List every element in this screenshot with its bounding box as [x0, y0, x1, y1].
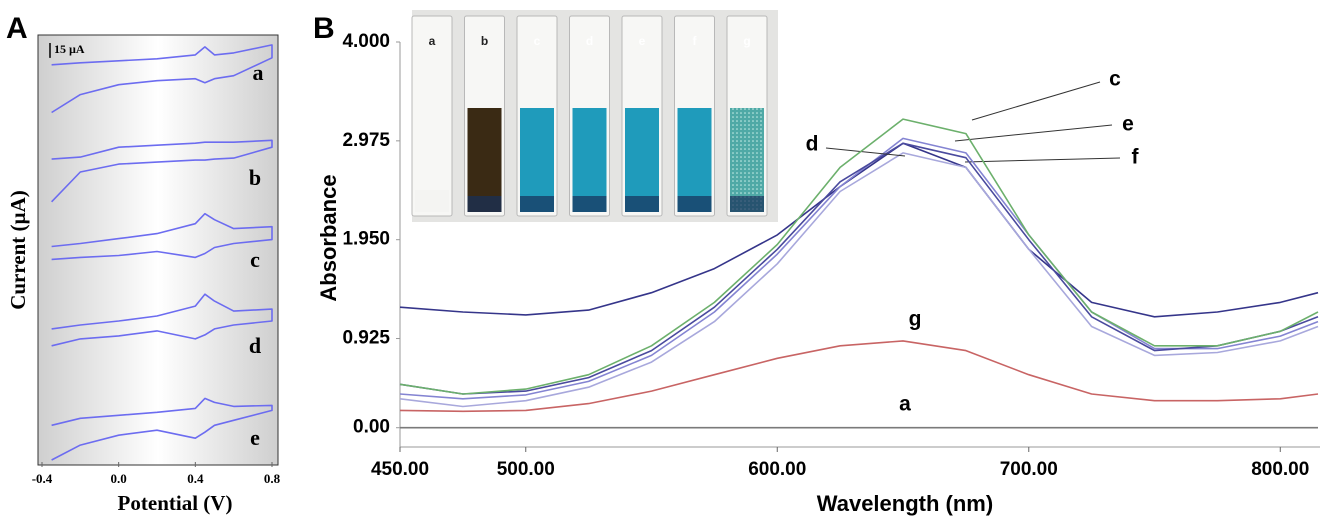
y-axis-title: Absorbance — [316, 174, 341, 301]
panel-a-background — [37, 34, 279, 466]
cuvette-bottom — [625, 196, 659, 212]
cuvette-liquid — [730, 108, 764, 212]
panel-label: B — [313, 12, 335, 45]
x-tick-label: -0.4 — [32, 471, 53, 486]
inset-label: d — [586, 34, 593, 48]
curve — [51, 397, 273, 461]
inset-label: e — [639, 34, 646, 48]
cuvette-bottom — [730, 196, 764, 212]
cuvette-bottom — [677, 196, 712, 212]
curve-label: d — [806, 133, 819, 156]
x-axis-title: Wavelength (nm) — [817, 491, 993, 516]
inset-label: g — [743, 34, 750, 48]
curve — [51, 212, 273, 261]
inset-photo: a b c d e f g — [411, 10, 778, 222]
y-tick-label: 1.950 — [342, 229, 390, 250]
curve-label: e — [1122, 113, 1134, 136]
cuvette-liquid — [625, 108, 659, 212]
cuvette-liquid — [572, 108, 607, 212]
cuvette-liquid — [467, 108, 502, 212]
x-tick-label: 700.00 — [1000, 459, 1058, 480]
cuvette-liquid — [415, 190, 449, 212]
curve-label: c — [1109, 68, 1121, 91]
panel-label: A — [6, 12, 28, 45]
curve — [399, 142, 1319, 318]
x-tick-label: 600.00 — [748, 459, 806, 480]
leader-line — [971, 81, 1101, 121]
curve — [399, 118, 1319, 395]
curve — [51, 44, 273, 114]
curve-label: d — [249, 333, 261, 358]
x-tick-label: 500.00 — [497, 459, 555, 480]
inset-label: a — [429, 34, 436, 48]
y-tick-label: 0.925 — [342, 328, 390, 349]
leader-line — [964, 157, 1121, 163]
curve-label: a — [253, 60, 264, 85]
cuvette-bottom — [467, 196, 502, 212]
cuvette-liquid — [520, 108, 554, 212]
curve-label: e — [250, 425, 260, 450]
scale-bar-label: 15 µA — [54, 42, 85, 56]
curve-label: g — [909, 308, 922, 331]
leader-line — [954, 124, 1113, 142]
curve — [51, 139, 273, 203]
cuvette-bottom — [520, 196, 554, 212]
y-tick-label: 4.000 — [342, 31, 390, 52]
x-tick-label: 0.0 — [111, 471, 127, 486]
curve-label: f — [1132, 146, 1140, 169]
curve — [399, 340, 1319, 413]
curve-label: b — [249, 165, 261, 190]
leader-line — [825, 147, 906, 157]
curve — [399, 142, 1319, 395]
cuvette-liquid — [677, 108, 712, 212]
inset-label: c — [534, 34, 541, 48]
inset-label: f — [693, 34, 698, 48]
y-tick-label: 0.00 — [353, 417, 390, 438]
x-axis-title: Potential (V) — [118, 491, 233, 515]
curve-label: c — [250, 247, 260, 272]
y-tick-label: 2.975 — [342, 130, 390, 151]
curve-label: a — [899, 393, 911, 416]
x-tick-label: 450.00 — [371, 459, 429, 480]
cuvette — [411, 15, 453, 217]
x-tick-label: 0.8 — [264, 471, 281, 486]
cuvette-bottom — [572, 196, 607, 212]
x-tick-label: 0.4 — [187, 471, 204, 486]
inset-label: b — [481, 34, 488, 48]
curve — [399, 152, 1319, 408]
curve — [51, 293, 273, 347]
y-axis-title: Current (µA) — [6, 190, 30, 310]
x-tick-label: 800.00 — [1251, 459, 1309, 480]
